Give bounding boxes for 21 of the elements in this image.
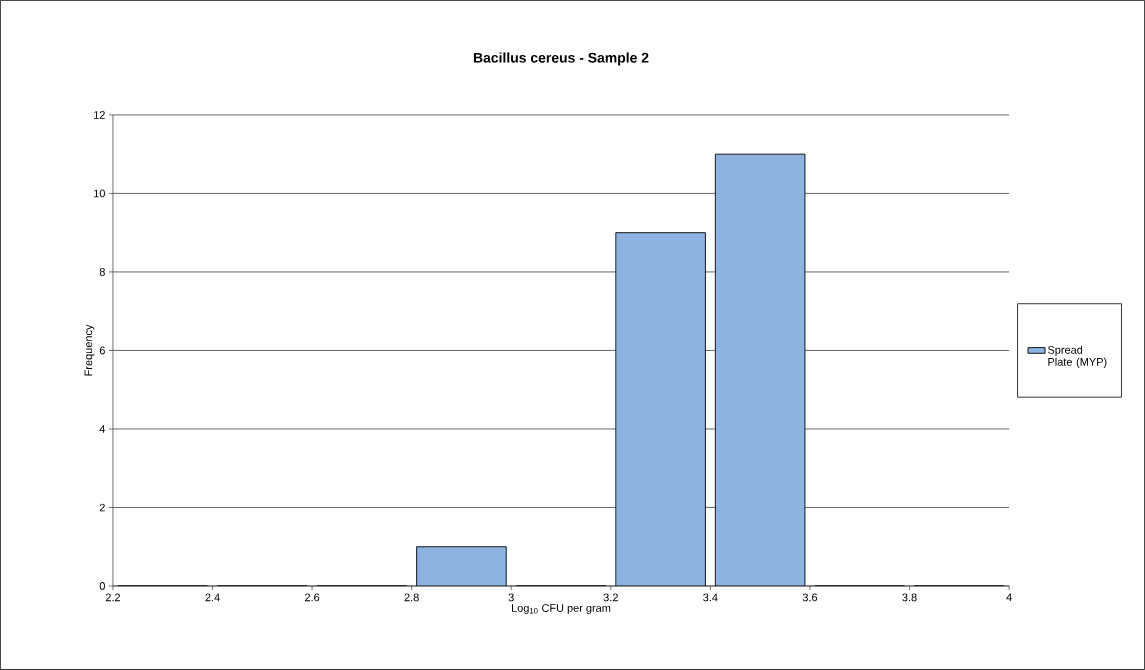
x-tick-label: 3.4 (703, 593, 718, 602)
y-tick-label: 0 (99, 582, 105, 590)
y-tick-label: 10 (94, 189, 105, 198)
x-tick-label: 2.2 (105, 593, 120, 602)
y-tick-label: 4 (99, 425, 106, 433)
x-tick-label: 3.6 (802, 593, 818, 602)
x-tick-label: 2.8 (404, 593, 419, 602)
x-axis-title: Log$_{10}$ CFU per gram (512, 604, 611, 615)
y-tick-label: 12 (94, 111, 105, 119)
x-tick-label: 3 (508, 593, 514, 602)
x-tick-label: 2.4 (205, 593, 220, 602)
x-tick-label: 2.6 (305, 593, 320, 602)
y-tick-label: 6 (99, 346, 105, 355)
x-tick-label: 3.2 (603, 593, 618, 602)
x-tick-label: 4 (1006, 593, 1012, 602)
x-tick-label: 3.8 (902, 593, 917, 602)
y-tick-label: 8 (99, 268, 105, 276)
chart-title: Bacillus cereus - Sample 2 (473, 52, 649, 66)
legend-label: Spread Plate (MYP) (1047, 345, 1107, 368)
y-axis-title: Frequency (84, 324, 95, 376)
y-tick-label: 2 (99, 503, 105, 512)
